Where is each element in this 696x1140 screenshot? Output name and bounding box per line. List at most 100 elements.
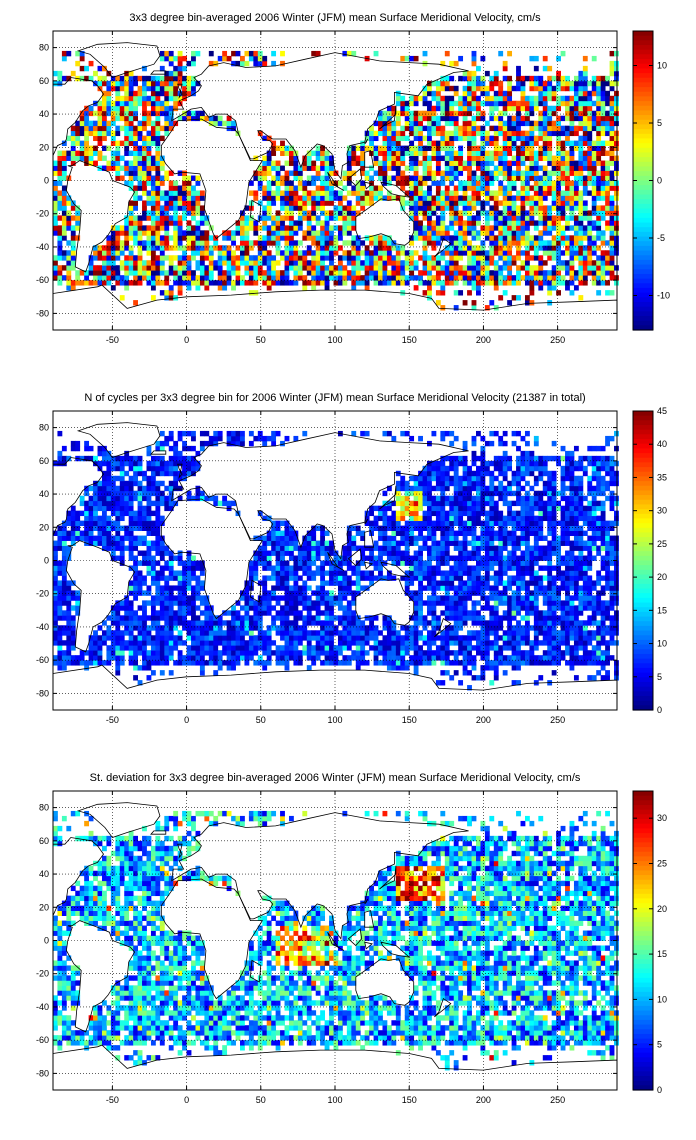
heatmap-cell bbox=[476, 125, 481, 132]
heatmap-cell bbox=[386, 165, 392, 171]
heatmap-cell bbox=[360, 205, 366, 211]
heatmap-cell bbox=[159, 195, 165, 201]
heatmap-cell bbox=[155, 220, 161, 226]
heatmap-cell bbox=[271, 150, 277, 156]
heatmap-cell bbox=[262, 660, 268, 666]
heatmap-cell bbox=[320, 240, 326, 246]
heatmap-cell bbox=[142, 230, 147, 236]
heatmap-cell bbox=[516, 610, 521, 616]
heatmap-cell bbox=[150, 620, 156, 626]
heatmap-cell bbox=[280, 190, 285, 196]
heatmap-cell bbox=[364, 260, 370, 266]
heatmap-cell bbox=[440, 630, 446, 636]
heatmap-cell bbox=[471, 235, 477, 241]
heatmap-cell bbox=[378, 260, 383, 266]
heatmap-cell bbox=[168, 85, 174, 92]
heatmap-cell bbox=[462, 635, 468, 641]
heatmap-cell bbox=[355, 260, 361, 266]
heatmap-cell bbox=[524, 620, 530, 626]
heatmap-cell bbox=[591, 605, 597, 611]
heatmap-cell bbox=[231, 620, 236, 626]
heatmap-cell bbox=[173, 620, 179, 626]
heatmap-cell bbox=[164, 280, 170, 286]
heatmap-cell bbox=[253, 220, 259, 226]
heatmap-cell bbox=[569, 110, 575, 117]
heatmap-cell bbox=[404, 645, 410, 651]
heatmap-cell bbox=[159, 90, 165, 97]
heatmap-cell bbox=[186, 650, 192, 656]
heatmap-cell bbox=[133, 175, 138, 181]
heatmap-cell bbox=[231, 120, 236, 127]
heatmap-cell bbox=[159, 190, 165, 196]
heatmap-cell bbox=[409, 210, 415, 216]
heatmap-cell bbox=[124, 85, 130, 92]
heatmap-cell bbox=[560, 150, 566, 156]
heatmap-cell bbox=[489, 125, 495, 132]
heatmap-cell bbox=[533, 615, 539, 621]
heatmap-cell bbox=[609, 50, 615, 57]
heatmap-cell bbox=[346, 165, 352, 171]
heatmap-cell bbox=[524, 130, 530, 137]
heatmap-cell bbox=[440, 140, 446, 147]
heatmap-cell bbox=[489, 150, 495, 156]
heatmap-cell bbox=[333, 265, 339, 271]
heatmap-cell bbox=[444, 190, 450, 196]
heatmap-cell bbox=[458, 625, 464, 631]
heatmap-cell bbox=[124, 80, 130, 87]
heatmap-cell bbox=[582, 105, 588, 112]
heatmap-cell bbox=[61, 250, 67, 256]
heatmap-cell bbox=[404, 180, 410, 186]
heatmap-cell bbox=[284, 625, 290, 631]
heatmap-cell bbox=[484, 165, 490, 171]
heatmap-cell bbox=[351, 270, 357, 276]
heatmap-cell bbox=[462, 160, 468, 166]
heatmap-cell bbox=[453, 155, 459, 161]
heatmap-cell bbox=[280, 225, 285, 231]
heatmap-cell bbox=[137, 160, 143, 166]
heatmap-cell bbox=[155, 150, 161, 156]
heatmap-cell bbox=[195, 245, 201, 251]
heatmap-cell bbox=[168, 265, 174, 271]
heatmap-cell bbox=[498, 160, 504, 166]
heatmap-cell bbox=[480, 670, 486, 676]
heatmap-cell bbox=[271, 235, 277, 241]
heatmap-cell bbox=[280, 175, 285, 181]
heatmap-cell bbox=[186, 275, 192, 281]
heatmap-cell bbox=[605, 90, 610, 97]
heatmap-cell bbox=[137, 650, 143, 656]
heatmap-cell bbox=[195, 275, 201, 281]
heatmap-cell bbox=[324, 195, 330, 201]
heatmap-cell bbox=[271, 270, 277, 276]
heatmap-cell bbox=[600, 210, 606, 216]
heatmap-cell bbox=[355, 645, 361, 651]
heatmap-cell bbox=[53, 635, 58, 641]
heatmap-cell bbox=[462, 620, 468, 626]
heatmap-cell bbox=[155, 280, 161, 286]
heatmap-cell bbox=[133, 160, 138, 166]
heatmap-cell bbox=[146, 170, 152, 176]
heatmap-cell bbox=[88, 645, 94, 651]
heatmap-cell bbox=[435, 280, 441, 286]
heatmap-cell bbox=[88, 120, 94, 127]
heatmap-cell bbox=[164, 195, 170, 201]
heatmap-cell bbox=[493, 280, 499, 286]
heatmap-cell bbox=[609, 85, 615, 92]
heatmap-cell bbox=[529, 270, 535, 276]
heatmap-cell bbox=[556, 165, 561, 171]
heatmap-cell bbox=[79, 115, 85, 122]
heatmap-cell bbox=[520, 180, 526, 186]
heatmap-cell bbox=[560, 100, 566, 107]
heatmap-cell bbox=[306, 635, 312, 641]
heatmap-cell bbox=[542, 615, 548, 621]
heatmap-cell bbox=[395, 245, 401, 251]
heatmap-cell bbox=[582, 215, 588, 221]
heatmap-cell bbox=[400, 55, 406, 62]
heatmap-cell bbox=[61, 660, 67, 666]
heatmap-cell bbox=[400, 180, 406, 186]
heatmap-cell bbox=[578, 150, 584, 156]
heatmap-cell bbox=[53, 205, 58, 211]
heatmap-cell bbox=[453, 215, 459, 221]
heatmap-cell bbox=[507, 75, 513, 82]
heatmap-cell bbox=[315, 155, 321, 161]
heatmap-cell bbox=[560, 145, 566, 151]
